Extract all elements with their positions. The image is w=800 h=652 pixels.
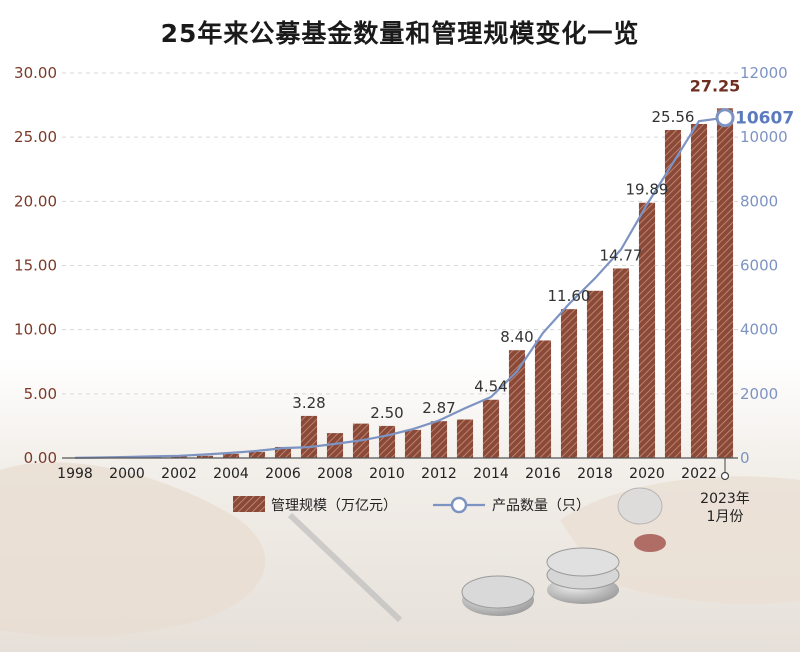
bar bbox=[690, 123, 708, 458]
bar bbox=[170, 456, 188, 458]
data-label: 3.28 bbox=[292, 394, 325, 412]
y-left-tick-label: 15.00 bbox=[14, 257, 57, 275]
bar bbox=[378, 425, 396, 458]
x-tick-label: 1998 bbox=[57, 466, 93, 482]
data-label: 2.87 bbox=[422, 399, 455, 417]
data-label: 8.40 bbox=[500, 328, 533, 346]
bar bbox=[612, 268, 630, 458]
bar bbox=[404, 429, 422, 458]
x-tick-label: 2002 bbox=[161, 466, 197, 482]
y-left-tick-label: 0.00 bbox=[24, 449, 57, 467]
data-label: 4.54 bbox=[474, 378, 507, 396]
bar bbox=[274, 446, 292, 458]
y-right-tick-label: 12000 bbox=[740, 64, 788, 82]
x-tick-label: 2022 bbox=[681, 466, 717, 482]
bar bbox=[196, 455, 214, 458]
bar bbox=[716, 108, 734, 459]
y-right-tick-label: 8000 bbox=[740, 192, 778, 210]
bar bbox=[560, 309, 578, 458]
x-tick-label: 2016 bbox=[525, 466, 561, 482]
data-label: 2.50 bbox=[370, 404, 403, 422]
y-left-tick-label: 25.00 bbox=[14, 128, 57, 146]
bar bbox=[300, 415, 318, 458]
x-tick-label: 2006 bbox=[265, 466, 301, 482]
line-end-label: 10607 bbox=[735, 109, 794, 129]
x-tick-label: 2010 bbox=[369, 466, 405, 482]
y-left-tick-label: 10.00 bbox=[14, 321, 57, 339]
bar bbox=[430, 421, 448, 458]
data-label: 27.25 bbox=[690, 76, 741, 95]
legend-line-marker bbox=[450, 496, 468, 514]
x-tick-label: 2000 bbox=[109, 466, 145, 482]
chart-title: 25年来公募基金数量和管理规模变化一览 bbox=[160, 19, 640, 48]
y-right-tick-label: 10000 bbox=[740, 128, 788, 146]
x-tick-label: 2023年 bbox=[700, 491, 750, 507]
bar bbox=[586, 290, 604, 458]
data-label: 14.77 bbox=[600, 246, 643, 264]
x-tick-label: 2008 bbox=[317, 466, 353, 482]
y-right-tick-label: 6000 bbox=[740, 257, 778, 275]
legend-line-label: 产品数量（只） bbox=[492, 498, 590, 514]
bar bbox=[534, 340, 552, 458]
x-tick-label: 2012 bbox=[421, 466, 457, 482]
y-left-tick-label: 30.00 bbox=[14, 64, 57, 82]
x-tick-label: 2014 bbox=[473, 466, 509, 482]
y-right-tick-label: 4000 bbox=[740, 321, 778, 339]
legend-bar-label: 管理规模（万亿元） bbox=[271, 498, 397, 514]
bar bbox=[508, 350, 526, 458]
y-left-tick-label: 5.00 bbox=[24, 385, 57, 403]
x-tick-label: 2018 bbox=[577, 466, 613, 482]
bar bbox=[456, 419, 474, 458]
y-right-tick-label: 0 bbox=[740, 449, 750, 467]
y-right-tick-label: 2000 bbox=[740, 385, 778, 403]
data-label: 19.89 bbox=[626, 181, 669, 199]
bar bbox=[326, 433, 344, 458]
bar bbox=[248, 451, 266, 458]
x-tick-label: 2004 bbox=[213, 466, 249, 482]
x-tick-label: 2020 bbox=[629, 466, 665, 482]
bar bbox=[482, 399, 500, 458]
y-left-tick-label: 20.00 bbox=[14, 192, 57, 210]
data-label: 11.60 bbox=[548, 287, 591, 305]
legend-bar-swatch bbox=[233, 496, 265, 512]
series-line bbox=[74, 116, 726, 459]
bar bbox=[638, 202, 656, 458]
x-tick-label: 1月份 bbox=[707, 509, 744, 525]
data-label: 25.56 bbox=[652, 108, 695, 126]
x-tick-marker bbox=[720, 471, 730, 481]
bar bbox=[664, 129, 682, 459]
line-end-marker bbox=[715, 108, 735, 128]
bar bbox=[222, 453, 240, 458]
